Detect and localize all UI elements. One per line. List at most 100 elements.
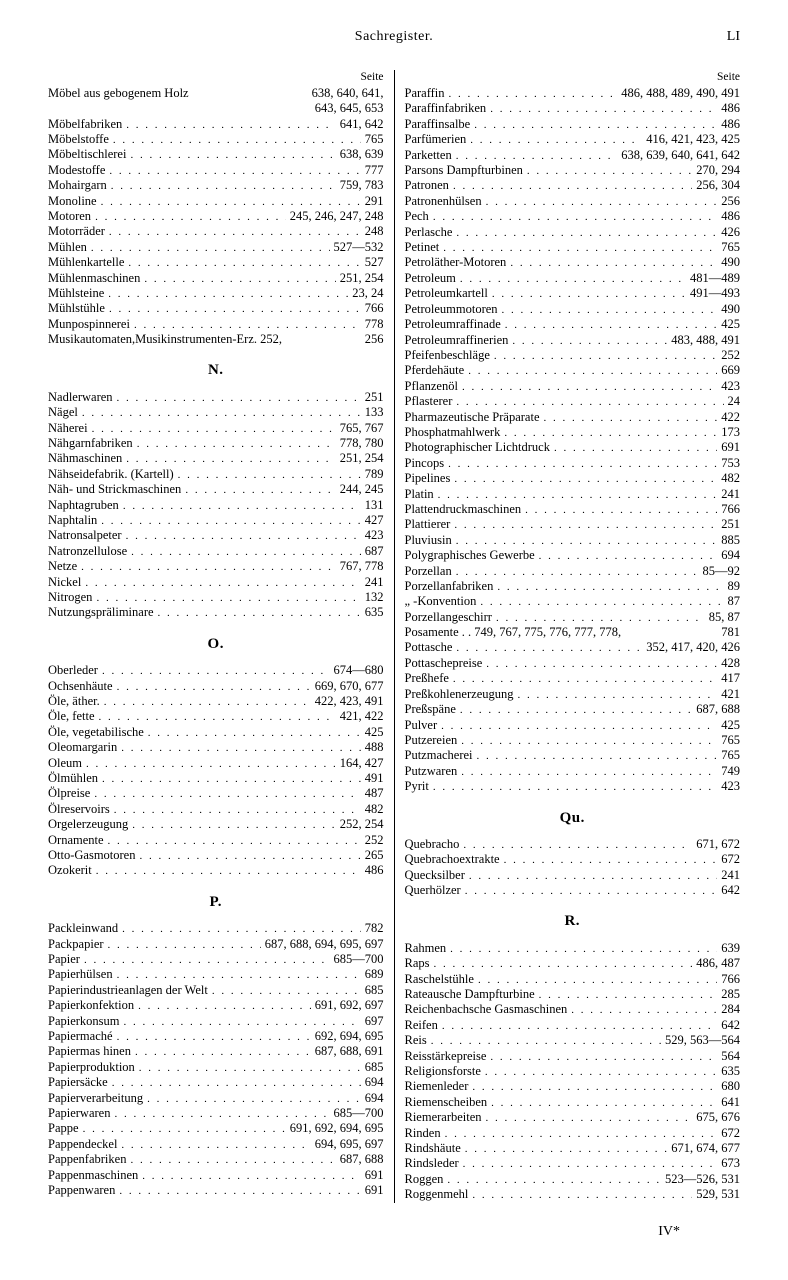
entry-term: Phosphatmahlwerk [405, 425, 501, 440]
entry-term: Reisstärkepreise [405, 1049, 487, 1064]
entry-term: Rindsleder [405, 1156, 459, 1171]
entry-term: Orgelerzeugung [48, 817, 128, 832]
entry-pages: 691, 692, 697 [315, 998, 384, 1013]
index-entry: Papiersäcke694 [48, 1075, 384, 1090]
entry-term: Pulver [405, 718, 438, 733]
index-entry: Preßkohlenerzeugung421 [405, 687, 741, 702]
entry-pages: 691, 692, 694, 695 [290, 1121, 384, 1136]
leader-dots [128, 257, 360, 270]
leader-dots [83, 1123, 286, 1136]
leader-dots [126, 530, 361, 543]
entry-pages: 256 [365, 332, 384, 347]
leader-dots [124, 1016, 361, 1029]
leader-dots [144, 273, 335, 286]
index-entry: Querhölzer642 [405, 883, 741, 898]
index-entry: Monoline291 [48, 194, 384, 209]
entry-pages: 131 [365, 498, 384, 513]
leader-dots [486, 196, 718, 209]
entry-pages: 486 [365, 863, 384, 878]
entry-term: Parsons Dampfturbinen [405, 163, 523, 178]
entry-term: Papiersäcke [48, 1075, 108, 1090]
leader-dots [454, 473, 717, 486]
leader-dots [85, 577, 360, 590]
index-entry-continuation: 643, 645, 653 [48, 101, 384, 116]
entry-pages: 285 [721, 987, 740, 1002]
index-entry: Ölreservoirs482 [48, 802, 384, 817]
index-entry: Porzellangeschirr85, 87 [405, 610, 741, 625]
entry-term: Ölmühlen [48, 771, 98, 786]
index-entry: Nähgarnfabriken778, 780 [48, 436, 384, 451]
leader-dots [433, 211, 717, 224]
entry-term: Porzellangeschirr [405, 610, 492, 625]
entry-pages: 352, 417, 420, 426 [646, 640, 740, 655]
index-entry: Musikautomaten,Musikinstrumenten-Erz. 25… [48, 332, 384, 347]
index-entry: Möbel aus gebogenem Holz638, 640, 641, [48, 86, 384, 101]
section-letter: O. [48, 635, 384, 653]
entry-pages: 173 [721, 425, 740, 440]
entry-term: Parketten [405, 148, 452, 163]
entry-pages: 529, 531 [696, 1187, 740, 1202]
entry-pages: 766 [721, 502, 740, 517]
leader-dots [142, 1170, 360, 1183]
entry-pages: 423 [365, 528, 384, 543]
leader-dots [469, 870, 717, 883]
leader-dots [510, 257, 717, 270]
leader-dots [443, 242, 717, 255]
entry-pages: 782 [365, 921, 384, 936]
leader-dots [571, 1004, 717, 1017]
entry-pages: 251, 254 [340, 451, 384, 466]
entry-term: Nägel [48, 405, 78, 420]
index-entry: Rindshäute671, 674, 677 [405, 1141, 741, 1156]
index-entry: Mühlsteine23, 24 [48, 286, 384, 301]
entry-term: Preßkohlenerzeugung [405, 687, 514, 702]
section-letter: P. [48, 893, 384, 911]
entry-pages: 425 [365, 725, 384, 740]
entry-term: „ -Konvention [405, 594, 477, 609]
index-entry: Natronsalpeter423 [48, 528, 384, 543]
entry-term: Motoren [48, 209, 91, 224]
leader-dots [453, 673, 717, 686]
leader-dots [82, 407, 361, 420]
entry-term: Pfeifenbeschläge [405, 348, 490, 363]
entry-pages: 680 [721, 1079, 740, 1094]
entry-pages: 638, 639, 640, 641, 642 [621, 148, 740, 163]
leader-dots [450, 943, 717, 956]
entry-pages: 486 [721, 117, 740, 132]
leader-dots [442, 1020, 717, 1033]
leader-dots [544, 412, 718, 425]
entry-pages: 256, 304 [696, 178, 740, 193]
entry-pages: 251 [721, 517, 740, 532]
entry-term: Pflanzenöl [405, 379, 458, 394]
entry-term: Riemenscheiben [405, 1095, 488, 1110]
leader-dots [109, 226, 361, 239]
index-entry: Papierwaren685—700 [48, 1106, 384, 1121]
leader-dots [122, 923, 361, 936]
entry-pages: 765 [721, 733, 740, 748]
entry-term: Pipelines [405, 471, 451, 486]
leader-dots [491, 1097, 717, 1110]
entry-term: Oberleder [48, 663, 98, 678]
entry-term: Patronenhülsen [405, 194, 482, 209]
leader-dots [108, 288, 348, 301]
index-entry: Pappe691, 692, 694, 695 [48, 1121, 384, 1136]
entry-pages: 753 [721, 456, 740, 471]
entry-term: Mohairgarn [48, 178, 107, 193]
entry-pages: 781 [721, 625, 740, 640]
index-entry: Munpospinnerei778 [48, 317, 384, 332]
index-entry: Oleum164, 427 [48, 756, 384, 771]
index-entry: Pappenwaren691 [48, 1183, 384, 1198]
entry-pages: 638, 640, 641, [312, 86, 384, 101]
index-entry: Paraffin486, 488, 489, 490, 491 [405, 86, 741, 101]
entry-term: Paraffin [405, 86, 445, 101]
index-columns: Seite Möbel aus gebogenem Holz638, 640, … [48, 70, 740, 1203]
leader-dots [448, 458, 717, 471]
entry-term: Papierkonsum [48, 1014, 120, 1029]
entry-term: Packpapier [48, 937, 104, 952]
entry-term: Pyrit [405, 779, 429, 794]
index-entry: Petroläther-Motoren490 [405, 255, 741, 270]
leader-dots [512, 335, 667, 348]
index-entry: Pottasche352, 417, 420, 426 [405, 640, 741, 655]
leader-dots [126, 119, 335, 132]
entry-pages: 685 [365, 983, 384, 998]
index-entry: Roggen523—526, 531 [405, 1172, 741, 1187]
